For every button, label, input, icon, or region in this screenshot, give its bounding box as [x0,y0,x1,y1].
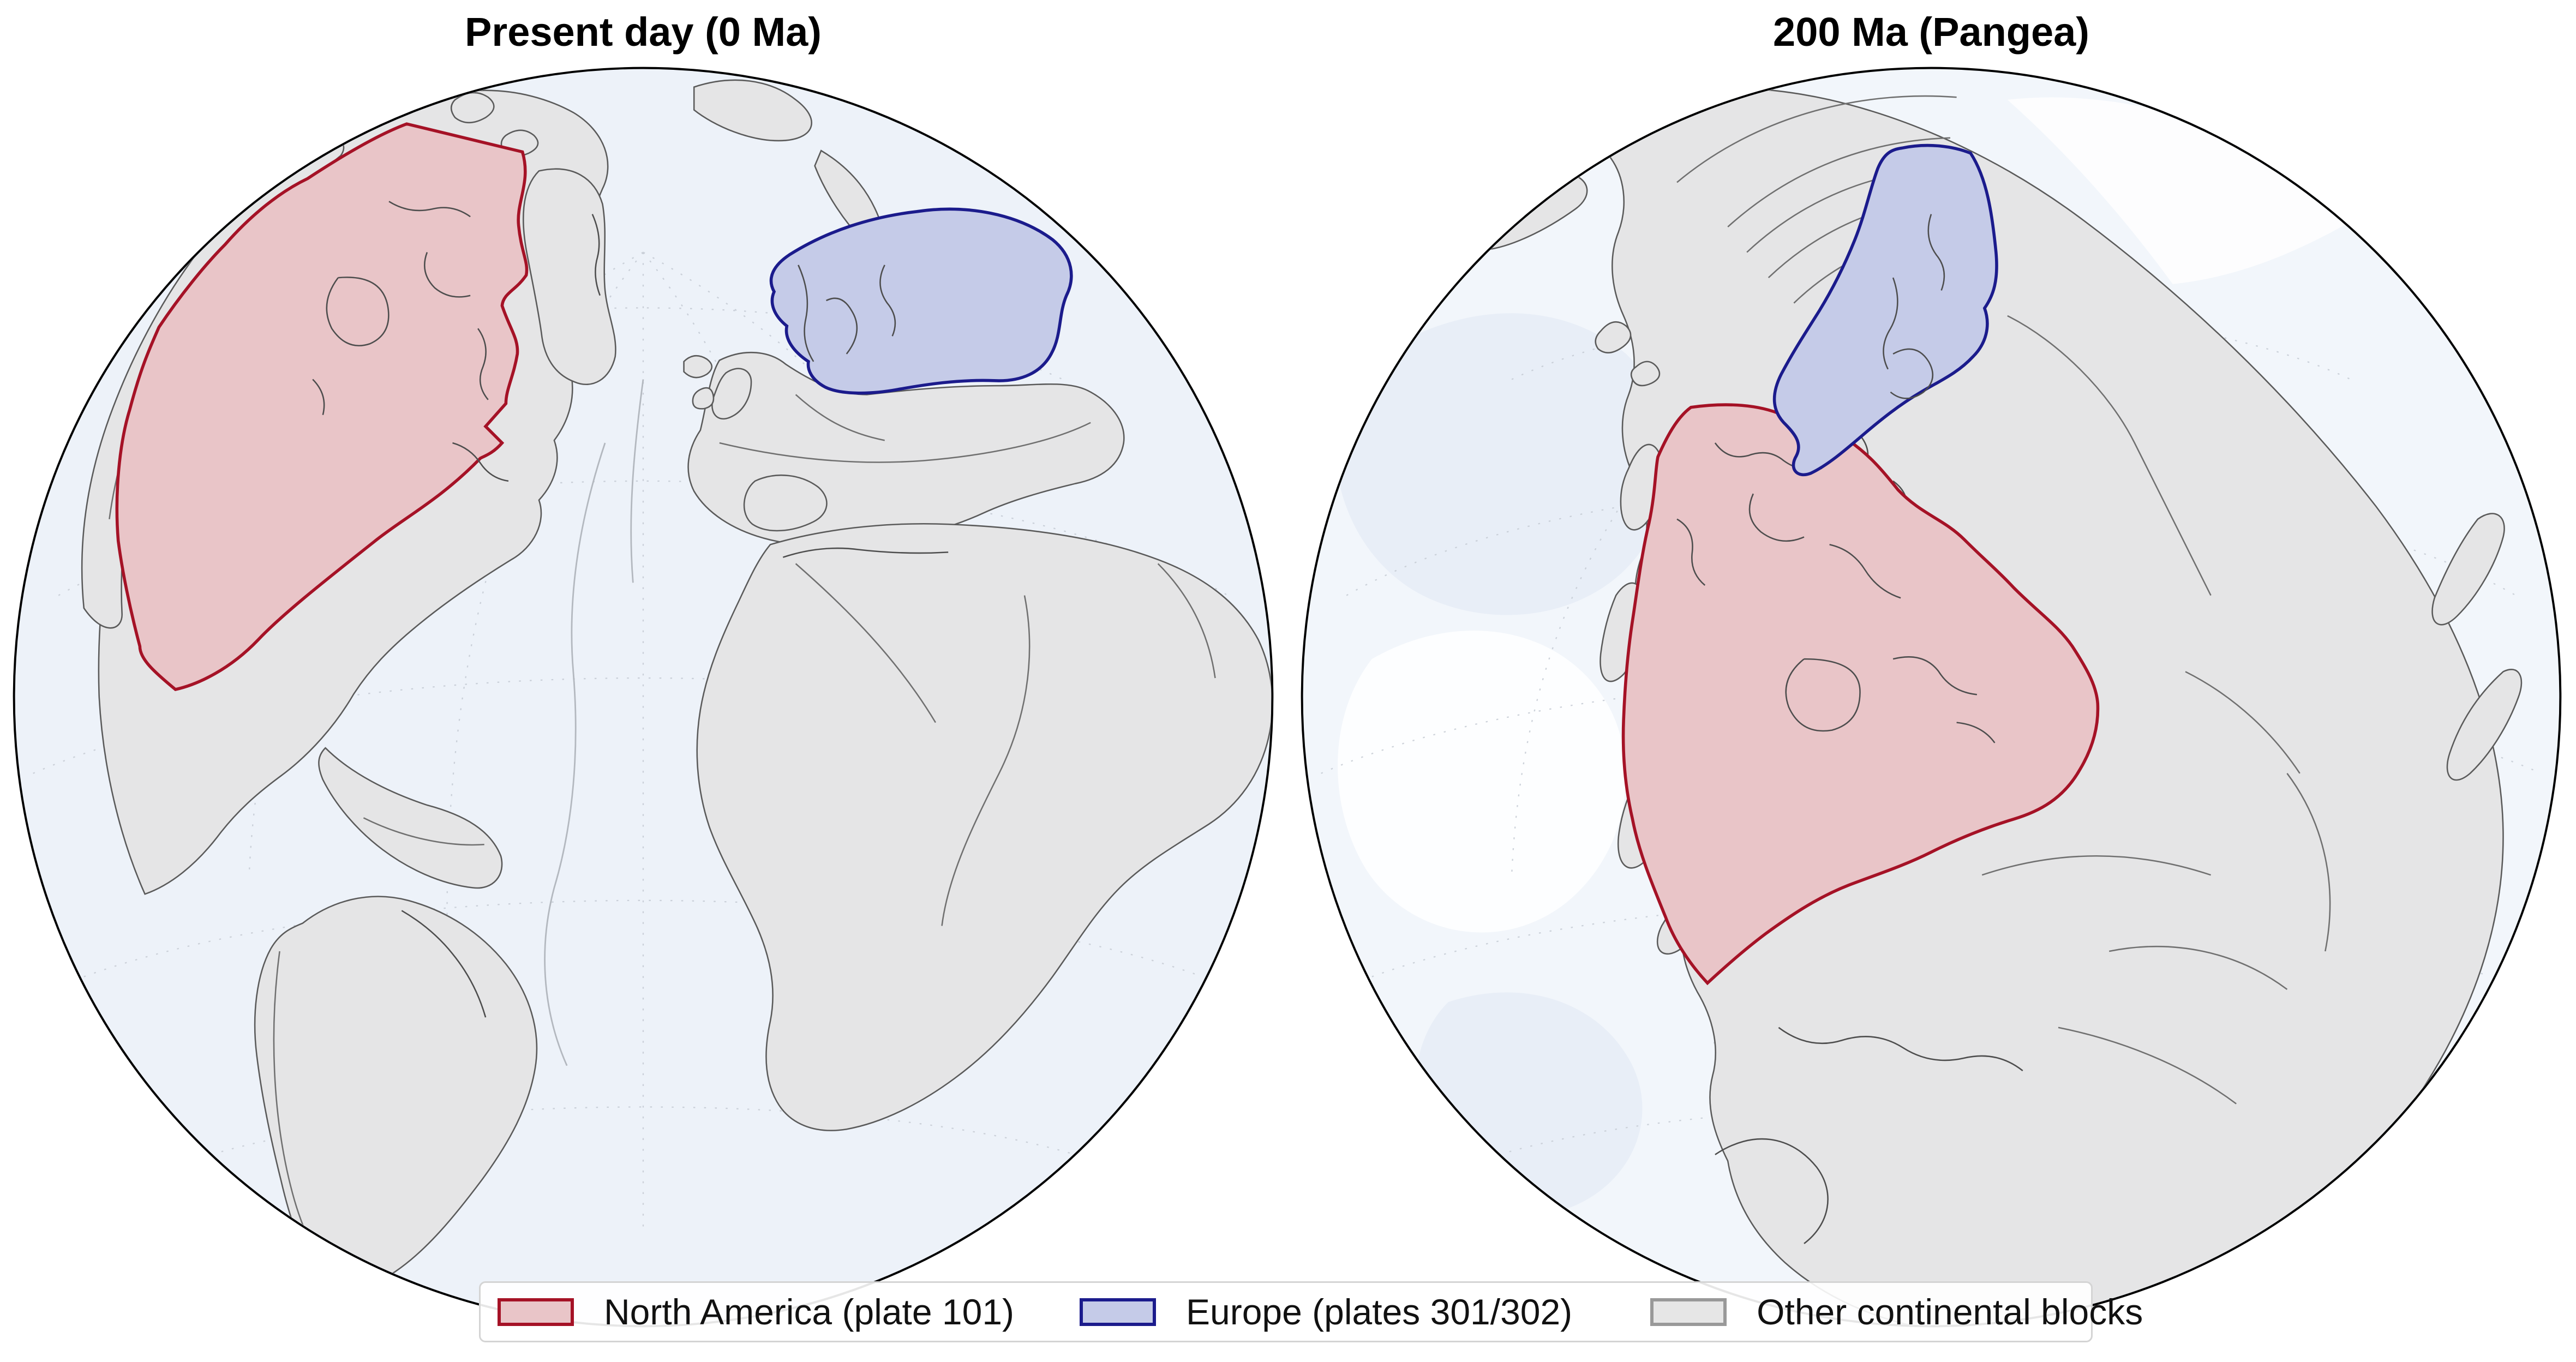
mid-atlantic-ridge-line [544,379,644,1066]
north-america-plate-pangea [1621,403,2100,986]
north-america-coastlines-pangea [1676,442,1996,743]
legend-swatch-europe [1080,1298,1157,1326]
pangea-internal-boundaries [1981,315,2331,1105]
legend-label-other-blocks: Other continental blocks [1757,1292,2143,1332]
ocean-plate-patches [1335,97,2364,1215]
panel-title-pangea: 200 Ma (Pangea) [1773,9,2089,55]
globe-present-day [13,67,1274,1328]
europe-plate-present [769,207,1073,395]
panel-title-present-day: Present day (0 Ma) [465,9,822,55]
graticule-pangea [1321,239,2542,1155]
europe-plate-pangea [1772,143,1998,477]
north-america-plate-present [115,122,529,692]
legend-swatch-north-america [498,1298,574,1326]
legend: North America (plate 101) Europe (plates… [479,1281,2143,1342]
europe-coastlines-pangea [1883,214,1945,399]
legend-label-europe: Europe (plates 301/302) [1186,1292,1573,1332]
globe-pangea [1301,67,2562,1328]
legend-item-other-blocks: Other continental blocks [1650,1294,2143,1330]
legend-swatch-other-blocks [1650,1298,1727,1326]
europe-coastlines [798,265,896,362]
legend-label-north-america: North America (plate 101) [604,1292,1015,1332]
legend-item-europe: Europe (plates 301/302) [1080,1294,1572,1330]
eastern-terranes [2431,513,2523,781]
legend-item-north-america: North America (plate 101) [498,1294,1014,1330]
north-america-coastlines [312,201,509,482]
